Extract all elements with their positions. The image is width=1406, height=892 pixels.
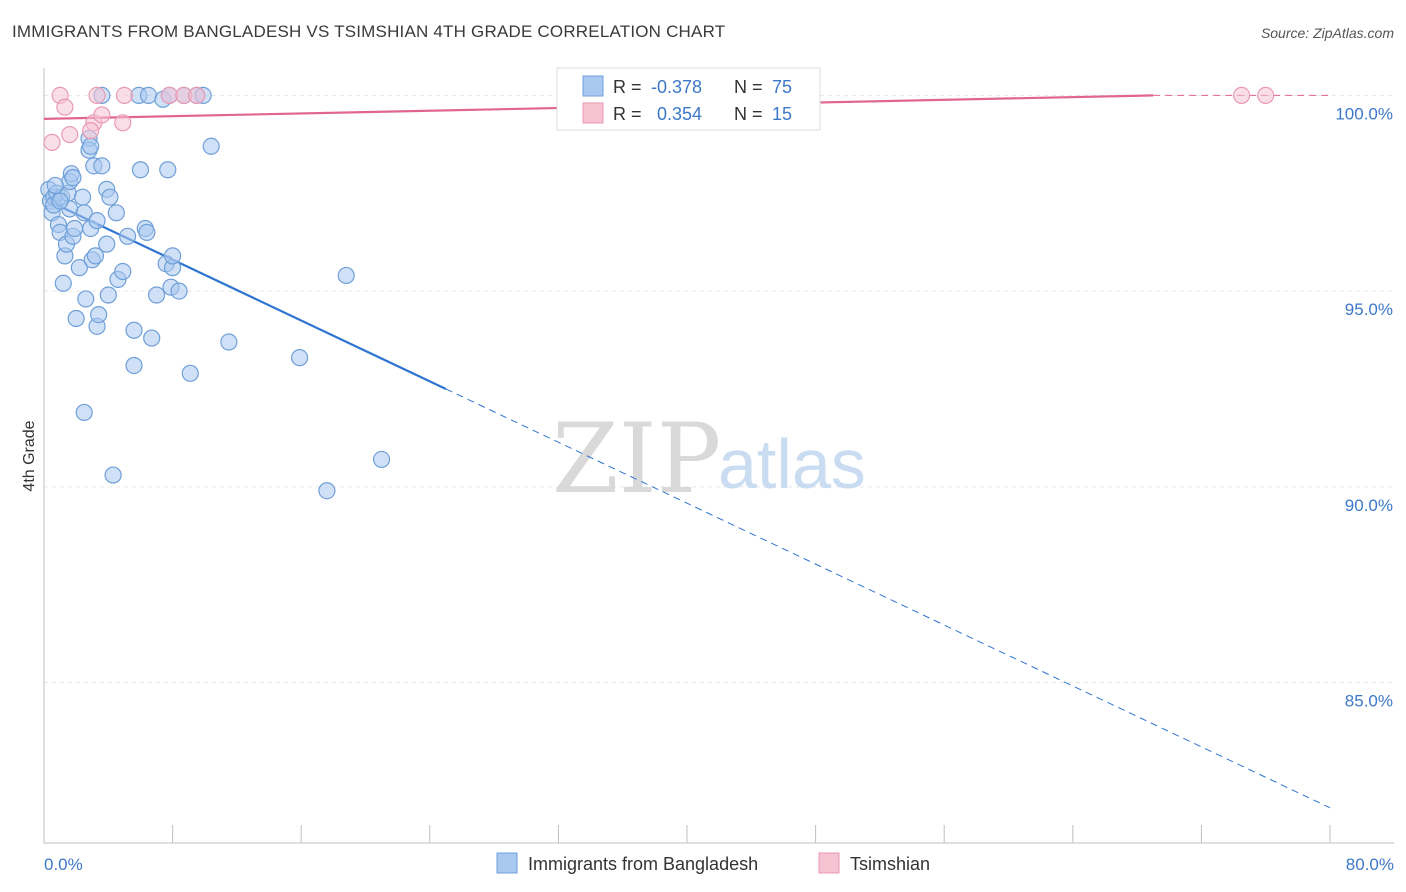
point-bangladesh bbox=[220, 333, 238, 351]
stats-r-value-pink: 0.354 bbox=[657, 104, 702, 124]
point-bangladesh bbox=[54, 274, 72, 292]
point-bangladesh bbox=[64, 168, 82, 187]
trendline-extension-bangladesh bbox=[445, 388, 1331, 809]
stats-n-value-blue: 75 bbox=[772, 77, 792, 97]
x-ticks bbox=[43, 825, 1331, 843]
point-tsimshian bbox=[88, 86, 106, 104]
point-tsimshian bbox=[43, 133, 61, 151]
watermark: ZIP atlas bbox=[552, 403, 866, 515]
point-tsimshian bbox=[61, 125, 79, 144]
point-tsimshian bbox=[115, 86, 133, 104]
x-tick-label-min: 0.0% bbox=[44, 855, 83, 874]
stats-legend: R = -0.378 N = 75 R = 0.354 N = 15 bbox=[556, 67, 821, 131]
point-bangladesh bbox=[125, 321, 143, 339]
point-bangladesh bbox=[75, 204, 93, 222]
y-tick-label: 90.0% bbox=[1345, 496, 1393, 515]
stats-legend-swatch-blue bbox=[582, 75, 604, 97]
point-bangladesh bbox=[125, 356, 143, 375]
point-bangladesh bbox=[93, 157, 111, 175]
point-bangladesh bbox=[107, 204, 125, 222]
y-tick-label: 95.0% bbox=[1345, 300, 1393, 319]
point-bangladesh bbox=[337, 266, 355, 285]
point-bangladesh bbox=[147, 286, 166, 304]
point-bangladesh bbox=[51, 192, 69, 210]
y-tick-label: 85.0% bbox=[1345, 692, 1393, 711]
point-bangladesh bbox=[86, 247, 105, 265]
watermark-zip: ZIP bbox=[552, 403, 721, 515]
gridlines bbox=[44, 94, 1394, 684]
point-tsimshian bbox=[82, 122, 100, 140]
point-bangladesh bbox=[139, 86, 158, 104]
series-bangladesh-points bbox=[40, 86, 391, 500]
point-bangladesh bbox=[46, 176, 64, 195]
series-tsimshian-points bbox=[43, 86, 1275, 151]
point-bangladesh bbox=[73, 188, 92, 206]
point-bangladesh bbox=[138, 223, 156, 241]
series-legend: Immigrants from Bangladesh Tsimshian bbox=[496, 852, 930, 874]
point-tsimshian bbox=[93, 106, 111, 124]
point-tsimshian bbox=[1257, 86, 1275, 104]
chart-title: IMMIGRANTS FROM BANGLADESH VS TSIMSHIAN … bbox=[12, 22, 726, 41]
stats-n-label-pink: N = bbox=[734, 104, 763, 124]
point-bangladesh bbox=[82, 137, 100, 155]
stats-n-label-blue: N = bbox=[734, 77, 763, 97]
point-bangladesh bbox=[98, 235, 116, 253]
point-bangladesh bbox=[118, 227, 137, 245]
point-bangladesh bbox=[181, 364, 199, 382]
point-tsimshian bbox=[1232, 86, 1251, 104]
y-tick-labels: 100.0% 95.0% 90.0% 85.0% bbox=[1335, 104, 1393, 710]
legend-label-bangladesh[interactable]: Immigrants from Bangladesh bbox=[528, 854, 758, 874]
point-bangladesh bbox=[75, 403, 93, 422]
legend-swatch-tsimshian[interactable] bbox=[818, 852, 840, 874]
stats-r-label-blue: R = bbox=[613, 77, 642, 97]
point-tsimshian bbox=[56, 98, 74, 116]
point-bangladesh bbox=[90, 305, 108, 324]
y-axis-label: 4th Grade bbox=[21, 420, 38, 491]
point-bangladesh bbox=[290, 349, 309, 367]
stats-r-value-blue: -0.378 bbox=[651, 77, 702, 97]
point-bangladesh bbox=[65, 219, 84, 238]
point-bangladesh bbox=[143, 329, 161, 347]
x-tick-label-max: 80.0% bbox=[1346, 855, 1394, 874]
trendline-bangladesh bbox=[48, 200, 447, 390]
point-bangladesh bbox=[164, 247, 182, 265]
point-bangladesh bbox=[131, 161, 150, 179]
point-bangladesh bbox=[101, 188, 119, 206]
point-bangladesh bbox=[77, 290, 95, 308]
point-tsimshian bbox=[160, 86, 178, 104]
legend-swatch-bangladesh[interactable] bbox=[496, 852, 518, 874]
point-bangladesh bbox=[114, 262, 132, 281]
stats-r-label-pink: R = bbox=[613, 104, 642, 124]
point-tsimshian bbox=[114, 114, 132, 132]
point-bangladesh bbox=[99, 286, 117, 304]
y-tick-label: 100.0% bbox=[1335, 104, 1393, 123]
point-bangladesh bbox=[104, 466, 122, 484]
source-credit: Source: ZipAtlas.com bbox=[1260, 25, 1394, 41]
point-bangladesh bbox=[159, 161, 177, 179]
legend-label-tsimshian[interactable]: Tsimshian bbox=[850, 854, 930, 874]
point-bangladesh bbox=[70, 259, 88, 277]
point-bangladesh bbox=[67, 309, 85, 328]
stats-n-value-pink: 15 bbox=[772, 104, 792, 124]
point-bangladesh bbox=[170, 282, 188, 300]
point-tsimshian bbox=[188, 86, 206, 104]
stats-legend-swatch-pink bbox=[582, 102, 604, 124]
watermark-atlas: atlas bbox=[718, 425, 866, 503]
point-bangladesh bbox=[88, 212, 106, 230]
point-bangladesh bbox=[372, 450, 391, 469]
point-bangladesh bbox=[202, 137, 220, 155]
point-bangladesh bbox=[318, 482, 336, 500]
